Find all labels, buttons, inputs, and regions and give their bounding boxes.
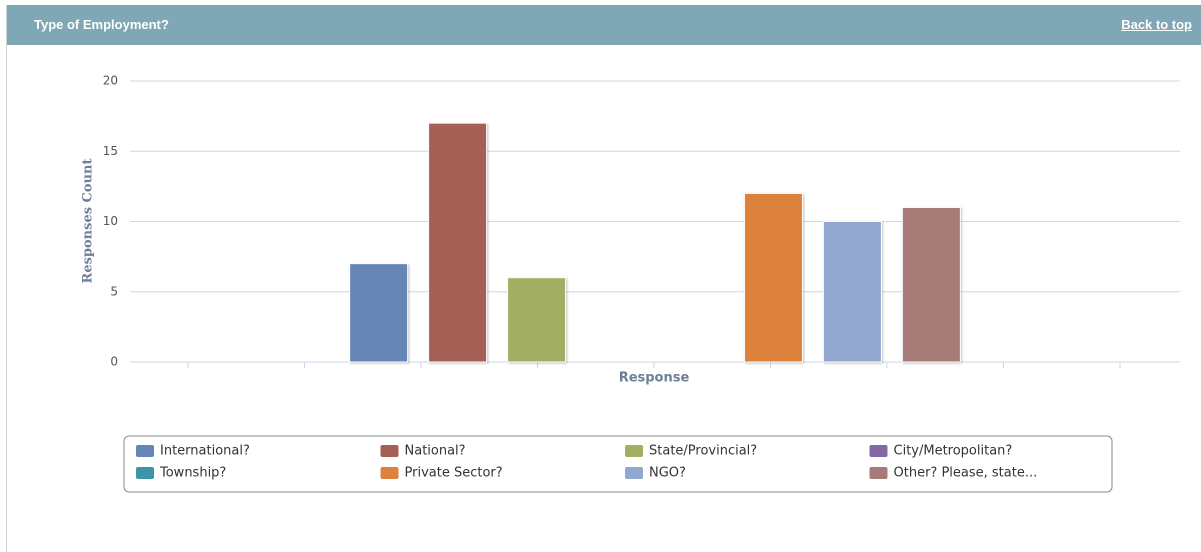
y-tick-label: 10 bbox=[103, 214, 118, 228]
y-tick-label: 15 bbox=[103, 144, 118, 158]
y-tick-label: 0 bbox=[110, 355, 118, 369]
back-to-top[interactable]: Back to top bbox=[1121, 17, 1192, 32]
legend-box bbox=[123, 435, 1113, 493]
legend-swatch bbox=[625, 467, 643, 479]
bar bbox=[349, 263, 409, 363]
legend-label: Other? Please, state... bbox=[894, 466, 1038, 481]
legend-label: National? bbox=[405, 444, 466, 459]
legend-label: International? bbox=[160, 444, 250, 459]
header-bar: Type of Employment? Back to top bbox=[7, 5, 1201, 45]
bar bbox=[428, 122, 488, 363]
legend-label: State/Provincial? bbox=[649, 444, 757, 459]
legend-swatch bbox=[136, 445, 154, 457]
legend-swatch bbox=[380, 445, 399, 457]
legend-swatch bbox=[380, 467, 399, 479]
legend-label: NGO? bbox=[649, 466, 686, 481]
legend-label: Private Sector? bbox=[405, 466, 503, 481]
legend-swatch bbox=[136, 467, 154, 479]
legend-label: Township? bbox=[159, 466, 226, 481]
panel: Type of Employment? Back to top bbox=[6, 5, 1201, 552]
legend-swatch bbox=[869, 467, 888, 479]
y-tick-label: 5 bbox=[110, 284, 118, 298]
legend-swatch bbox=[625, 445, 643, 457]
x-axis-title: Response bbox=[619, 371, 690, 386]
bar bbox=[901, 206, 961, 363]
legend-label: City/Metropolitan? bbox=[894, 444, 1013, 459]
panel-title: Type of Employment? bbox=[34, 17, 169, 32]
bar bbox=[743, 192, 803, 363]
bar bbox=[507, 277, 567, 363]
y-tick-label: 20 bbox=[103, 74, 118, 88]
legend-swatch bbox=[869, 445, 888, 457]
y-axis-title: Responses Count bbox=[81, 159, 96, 284]
bar bbox=[822, 221, 882, 363]
